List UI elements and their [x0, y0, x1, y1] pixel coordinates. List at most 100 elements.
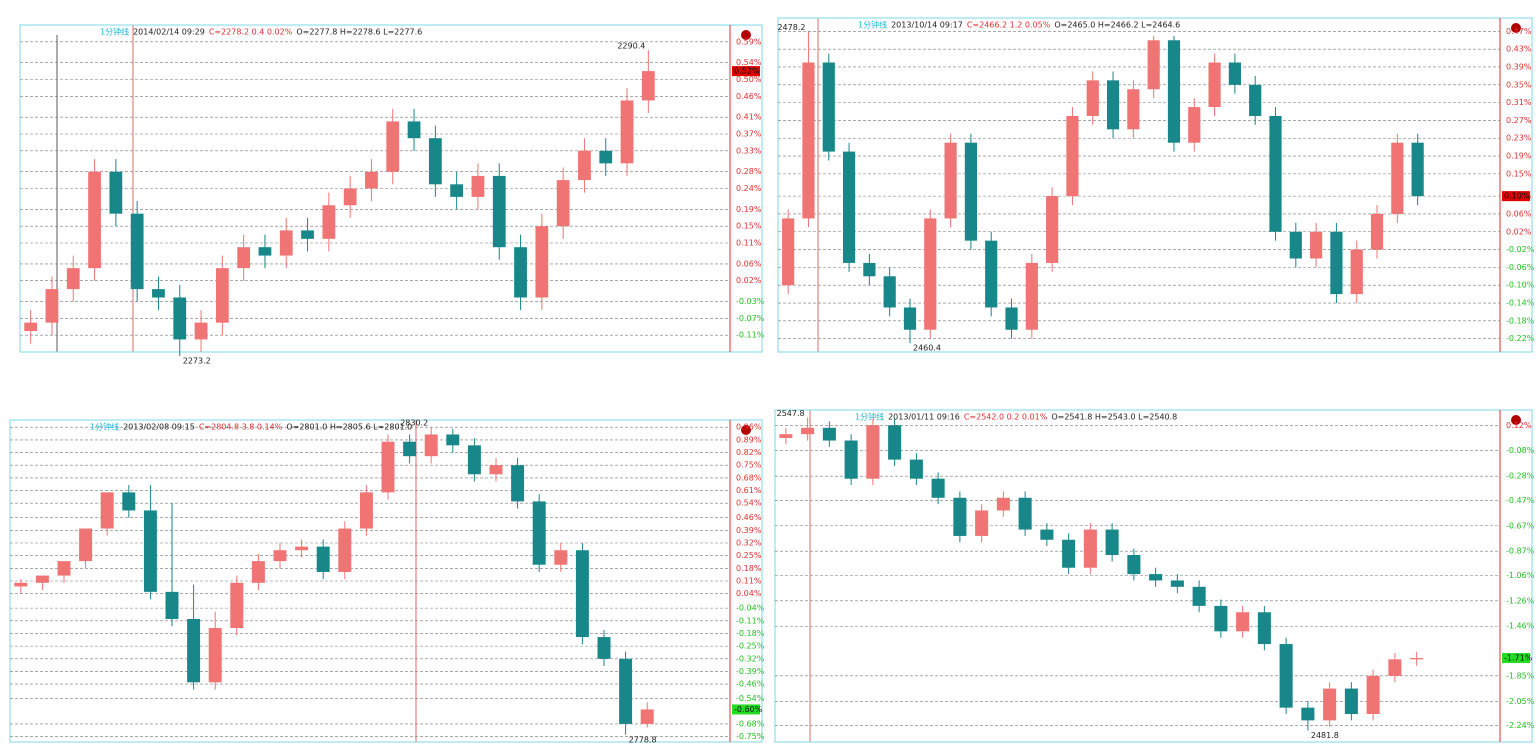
- y-tick-label: 0.02%: [1506, 227, 1532, 236]
- candle-body: [532, 501, 546, 565]
- last-value-box: [732, 704, 760, 715]
- y-tick-label: 0.32%: [736, 539, 762, 548]
- y-tick-label: -0.47%: [1506, 496, 1535, 505]
- candle-body: [1062, 539, 1076, 568]
- candle-body: [1046, 196, 1059, 263]
- y-tick-label: 0.02%: [736, 276, 762, 285]
- y-tick-label: -0.46%: [736, 680, 765, 689]
- y-tick-label: 0.54%: [736, 58, 762, 67]
- candle-body: [996, 497, 1010, 511]
- high-price-label: 2290.4: [617, 42, 645, 51]
- y-tick-label: -0.08%: [1506, 446, 1535, 455]
- candle-body: [575, 550, 589, 638]
- candle-body: [597, 637, 611, 659]
- candle-body: [251, 561, 265, 583]
- header-interval: 1分钟线: [90, 422, 119, 432]
- header-close-info: C=2542.0 0.2 0.01%: [964, 413, 1048, 422]
- candle-body: [1040, 529, 1054, 540]
- y-tick-label: 0.33%: [736, 146, 762, 155]
- y-tick-label: 0.06%: [1506, 209, 1532, 218]
- candle-body: [173, 297, 187, 340]
- y-tick-label: 0.41%: [736, 113, 762, 122]
- candle-body: [57, 561, 71, 576]
- candle-body: [844, 440, 858, 479]
- y-tick-label: -0.87%: [1506, 547, 1535, 556]
- candle-body: [152, 289, 165, 298]
- candle-body: [386, 121, 400, 172]
- y-tick-label: -0.54%: [736, 694, 765, 703]
- y-tick-label: 0.46%: [736, 513, 762, 522]
- candle-body: [492, 175, 506, 248]
- low-price-label: 2273.2: [183, 357, 211, 366]
- candle-body: [295, 546, 309, 551]
- y-tick-label: -0.10%: [1506, 281, 1535, 290]
- y-tick-label: -0.18%: [1506, 316, 1535, 325]
- candle-body: [866, 425, 880, 479]
- y-tick-label: -0.39%: [736, 667, 765, 676]
- low-price-label: 2481.8: [1311, 731, 1339, 740]
- candle-body: [301, 230, 314, 239]
- y-tick-label: 0.11%: [736, 239, 762, 248]
- candle-body: [1005, 307, 1018, 330]
- y-tick-label: -0.14%: [1506, 299, 1535, 308]
- y-tick-label: 0.43%: [1506, 45, 1532, 54]
- candle-body: [109, 171, 123, 214]
- y-tick-label: 0.11%: [736, 577, 762, 586]
- y-tick-label: 0.23%: [1506, 134, 1532, 143]
- y-tick-label: -1.06%: [1506, 571, 1535, 580]
- candle-body: [1236, 612, 1250, 632]
- header-datetime: 2013/01/11 09:16: [888, 413, 960, 422]
- y-tick-label: -2.05%: [1506, 697, 1535, 706]
- y-tick-label: 0.46%: [736, 92, 762, 101]
- candle-body: [1323, 688, 1337, 721]
- y-tick-label: -0.32%: [736, 654, 765, 663]
- candle-body: [599, 150, 613, 164]
- y-tick-label: 0.37%: [736, 130, 762, 139]
- candle-body: [931, 478, 945, 498]
- candle-body: [1086, 80, 1099, 116]
- y-tick-label: -0.68%: [736, 719, 765, 728]
- candle-body: [511, 465, 525, 502]
- candle-body: [322, 205, 336, 239]
- candle-body: [822, 427, 836, 441]
- candle-body: [863, 262, 876, 277]
- candle-body: [446, 434, 460, 446]
- candle-body: [1192, 586, 1206, 606]
- candle-body: [1025, 262, 1038, 330]
- candle-body: [578, 150, 591, 181]
- candle-body: [964, 142, 978, 241]
- y-tick-label: -2.24%: [1506, 721, 1535, 730]
- y-tick-label: -0.11%: [736, 331, 765, 340]
- y-tick-label: 0.28%: [736, 167, 762, 176]
- y-tick-label: 0.75%: [736, 461, 762, 470]
- candle-body: [1066, 115, 1079, 197]
- panel-icon: [741, 30, 751, 40]
- candle-body: [1249, 84, 1262, 116]
- high-price-label: 2830.2: [400, 419, 428, 428]
- candle-body: [1269, 115, 1282, 232]
- candle-body: [842, 151, 856, 263]
- y-tick-label: 0.15%: [1506, 169, 1532, 178]
- candle-body: [909, 459, 923, 479]
- y-tick-label: 0.06%: [736, 259, 762, 268]
- candle-body: [237, 247, 251, 269]
- candle-body: [1411, 142, 1424, 197]
- candle-body: [779, 434, 793, 438]
- y-tick-label: -0.02%: [1506, 245, 1535, 254]
- candle-body: [883, 276, 896, 308]
- candle-body: [403, 441, 417, 457]
- y-tick-label: 0.50%: [736, 75, 762, 84]
- candle-body: [279, 230, 293, 256]
- candle-body: [888, 425, 902, 460]
- candle-body: [1208, 62, 1221, 108]
- candle-body: [381, 441, 395, 493]
- candle-body: [66, 268, 80, 290]
- high-price-label: 2547.8: [777, 409, 805, 418]
- last-value-label: 0.10%: [1504, 192, 1530, 201]
- candle-body: [802, 62, 815, 219]
- candle-body: [1167, 40, 1181, 143]
- y-tick-label: -0.25%: [736, 642, 765, 651]
- panel-frame: [774, 409, 1533, 743]
- candle-body: [1188, 107, 1201, 143]
